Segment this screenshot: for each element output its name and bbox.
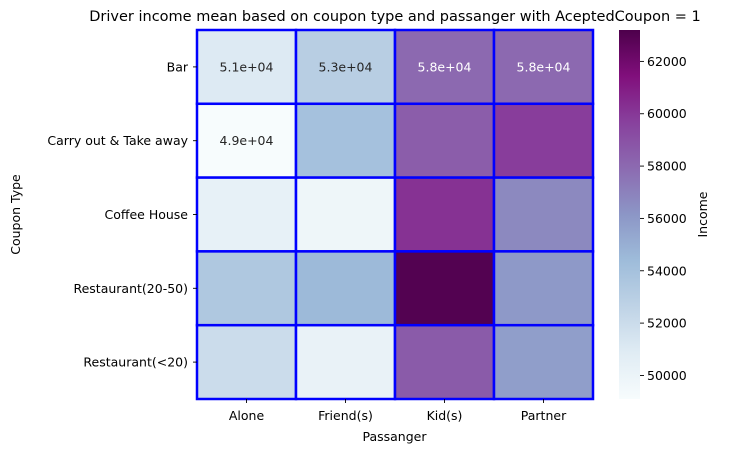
- heatmap-cell: [492, 176, 595, 253]
- y-tick-label: Restaurant(20-50): [73, 281, 188, 296]
- heatmap-cell: [492, 28, 595, 106]
- heatmap-cell: [294, 250, 397, 327]
- colorbar-tick-label: 62000: [647, 54, 687, 69]
- colorbar: [619, 30, 640, 399]
- colorbar-label: Income: [695, 191, 710, 237]
- colorbar-tick-label: 58000: [647, 159, 687, 174]
- cell-annotation: 4.9e+04: [220, 133, 274, 148]
- heatmap-cell: [195, 323, 298, 401]
- heatmap-cell: [393, 102, 496, 179]
- heatmap-cell: [393, 323, 496, 401]
- y-axis-label: Coupon Type: [8, 174, 23, 255]
- cell-annotation: 5.8e+04: [517, 59, 571, 74]
- colorbar-tick-label: 50000: [647, 368, 687, 383]
- heatmap-cells: 5.1e+04 5.3e+04 5.8e+04 5.8e+04 4.9e+04: [195, 28, 595, 401]
- colorbar-tick-label: 54000: [647, 263, 687, 278]
- x-tick-label: Kid(s): [427, 408, 463, 423]
- cell-annotation: 5.8e+04: [418, 59, 472, 74]
- heatmap-cell: [294, 176, 397, 253]
- y-tick-label: Coffee House: [104, 207, 188, 222]
- heatmap-cell: [195, 250, 298, 327]
- cell-annotation: 5.1e+04: [220, 59, 274, 74]
- colorbar-ticks: 50000 52000 54000 56000 58000 60000 62000: [640, 54, 687, 383]
- heatmap-cell: [492, 323, 595, 401]
- heatmap-cell: [294, 323, 397, 401]
- x-tick-label: Partner: [521, 408, 567, 423]
- y-tick-label: Bar: [167, 59, 189, 74]
- colorbar-tick-label: 56000: [647, 211, 687, 226]
- cell-annotation: 5.3e+04: [319, 59, 373, 74]
- x-tick-label: Friend(s): [318, 408, 373, 423]
- colorbar-tick-label: 60000: [647, 106, 687, 121]
- y-tick-label: Restaurant(<20): [83, 355, 188, 370]
- x-axis-label: Passanger: [362, 429, 427, 444]
- colorbar-tick-label: 52000: [647, 316, 687, 331]
- chart-title: Driver income mean based on coupon type …: [89, 9, 700, 25]
- heatmap-cell: [195, 176, 298, 253]
- y-tick-label: Carry out & Take away: [47, 133, 188, 148]
- x-axis-ticks: Alone Friend(s) Kid(s) Partner: [229, 399, 567, 423]
- heatmap-cell: [393, 176, 496, 253]
- heatmap-cell: [393, 250, 496, 327]
- heatmap-cell: [294, 102, 397, 179]
- x-tick-label: Alone: [229, 408, 265, 423]
- y-axis-ticks: Bar Carry out & Take away Coffee House Rest…: [47, 59, 197, 370]
- heatmap-cell: [492, 250, 595, 327]
- heatmap-cell: [294, 28, 397, 106]
- heatmap-cell: [492, 102, 595, 179]
